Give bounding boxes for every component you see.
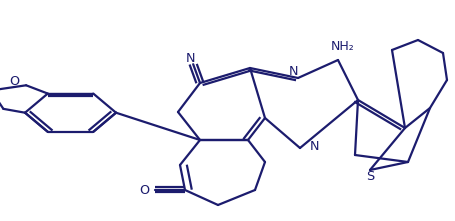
Text: O: O (139, 183, 149, 196)
Text: S: S (366, 170, 374, 183)
Text: NH₂: NH₂ (331, 40, 354, 53)
Text: N: N (289, 65, 298, 78)
Text: N: N (186, 51, 196, 65)
Text: N: N (310, 140, 319, 153)
Text: O: O (10, 75, 20, 88)
